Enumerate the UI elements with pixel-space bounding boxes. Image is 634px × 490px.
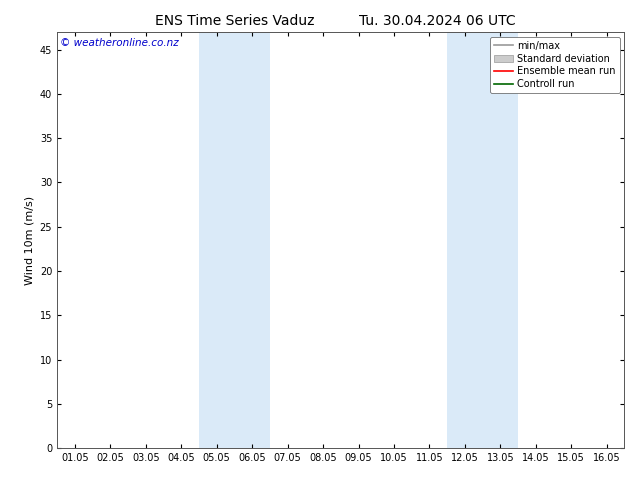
Text: © weatheronline.co.nz: © weatheronline.co.nz bbox=[60, 38, 179, 48]
Bar bbox=[199, 32, 270, 448]
Legend: min/max, Standard deviation, Ensemble mean run, Controll run: min/max, Standard deviation, Ensemble me… bbox=[490, 37, 619, 93]
Bar bbox=[447, 32, 518, 448]
Text: ENS Time Series Vaduz: ENS Time Series Vaduz bbox=[155, 14, 314, 28]
Y-axis label: Wind 10m (m/s): Wind 10m (m/s) bbox=[24, 196, 34, 285]
Text: Tu. 30.04.2024 06 UTC: Tu. 30.04.2024 06 UTC bbox=[359, 14, 516, 28]
